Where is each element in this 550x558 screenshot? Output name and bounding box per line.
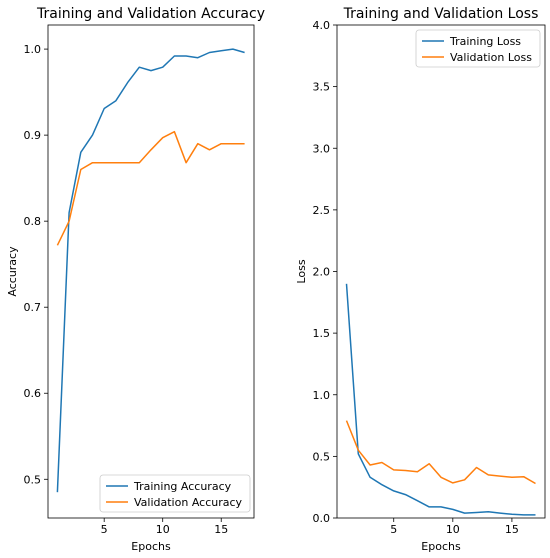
legend-box (99, 474, 251, 513)
x-tick-label: 10 (446, 523, 460, 536)
series-line-training-loss (345, 283, 536, 516)
series-line-validation-accuracy (56, 130, 245, 246)
y-tick-label: 0.7 (24, 301, 42, 314)
legend-label: Training Accuracy (133, 480, 232, 493)
y-tick-label: 1.0 (24, 43, 42, 56)
legend-box (415, 29, 541, 68)
accuracy-chart: Training and Validation Accuracy 5 10 15 0.5… (6, 6, 265, 553)
y-tick-label: 3.0 (313, 142, 331, 155)
legend: Training Accuracy Validation Accuracy (99, 474, 251, 513)
y-tick-label: 0.0 (313, 512, 331, 525)
y-tick-label: 1.5 (313, 327, 331, 340)
x-tick-label: 15 (505, 523, 519, 536)
y-tick-label: 2.5 (313, 204, 331, 217)
chart-title: Training and Validation Accuracy (36, 6, 265, 22)
axes-frame (47, 24, 255, 519)
x-tick-label: 15 (214, 523, 228, 536)
y-tick-label: 1.0 (313, 389, 331, 402)
legend-label: Training Loss (449, 35, 521, 48)
chart-title: Training and Validation Loss (343, 6, 539, 22)
series-line-training-accuracy (56, 48, 245, 493)
legend-label: Validation Accuracy (134, 496, 243, 509)
y-tick-label: 0.5 (313, 450, 331, 463)
x-axis-label: Epochs (421, 540, 461, 553)
series-line-validation-loss (345, 420, 536, 485)
y-tick-label: 0.9 (24, 129, 42, 142)
y-tick-label: 4.0 (313, 19, 331, 32)
y-tick-label: 0.6 (24, 387, 42, 400)
axes-frame (336, 24, 546, 519)
y-tick-label: 0.8 (24, 215, 42, 228)
legend: Training Loss Validation Loss (415, 29, 541, 68)
legend-label: Validation Loss (450, 51, 532, 64)
y-tick-label: 2.0 (313, 266, 331, 279)
y-axis-label: Loss (295, 259, 308, 283)
y-tick-label: 0.5 (24, 473, 42, 486)
x-axis-label: Epochs (131, 540, 171, 553)
loss-chart: Training and Validation Loss 5 10 15 0.0 0.5 1… (295, 6, 546, 553)
x-tick-label: 5 (101, 523, 108, 536)
x-tick-label: 5 (390, 523, 397, 536)
y-tick-label: 3.5 (313, 81, 331, 94)
y-axis-label: Accuracy (6, 246, 19, 297)
x-tick-label: 10 (156, 523, 170, 536)
